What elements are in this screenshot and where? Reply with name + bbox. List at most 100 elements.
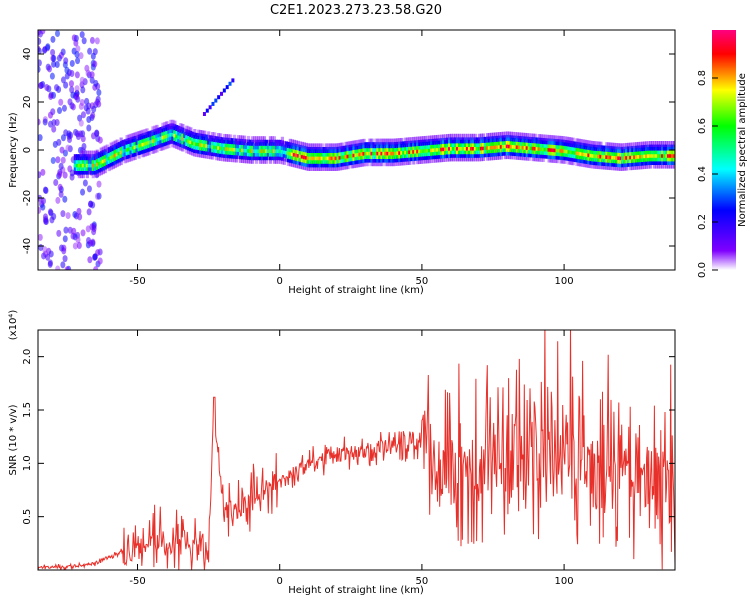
heatmap-cell: [76, 241, 82, 249]
heatmap-cell: [89, 76, 95, 84]
heatmap-cell: [344, 156, 348, 163]
heatmap-cell: [527, 144, 531, 151]
heatmap-cell: [362, 160, 366, 167]
heatmap-cell: [121, 140, 125, 147]
heatmap-cell: [426, 157, 430, 164]
heatmap-cell: [601, 149, 605, 156]
heatmap-cell: [467, 155, 472, 162]
heatmap-cell: [55, 30, 61, 37]
heatmap-cell: [670, 159, 675, 165]
heatmap-cell: [579, 149, 583, 156]
heatmap-cell: [635, 160, 639, 167]
heatmap-cell: [599, 145, 603, 152]
heatmap-cell: [426, 139, 430, 146]
heatmap-cell: [103, 152, 107, 159]
heatmap-cell: [254, 147, 259, 153]
heatmap-cell: [461, 141, 466, 147]
heatmap-cell: [410, 137, 414, 144]
heatmap-cell: [489, 154, 494, 161]
heatmap-cell: [250, 154, 255, 161]
heatmap-cell: [449, 141, 454, 147]
heatmap-cell: [517, 146, 521, 153]
snr-xlabel: Height of straight line (km): [288, 585, 424, 596]
heatmap-cell: [485, 133, 490, 140]
heatmap-cell: [125, 135, 129, 142]
heatmap-cell: [117, 160, 121, 167]
heatmap-cell: [497, 146, 501, 153]
heatmap-cell: [507, 142, 511, 149]
heatmap-cell: [242, 146, 247, 153]
heatmap-cell: [318, 161, 322, 168]
heatmap-cell: [47, 120, 53, 128]
heatmap-cell: [326, 161, 330, 168]
heatmap-cell: [521, 154, 525, 161]
heatmap-cell: [119, 159, 123, 166]
heatmap-cell: [145, 142, 149, 149]
heatmap-cell: [260, 136, 265, 143]
heatmap-cell: [438, 152, 442, 159]
heatmap-cell: [619, 157, 623, 164]
heatmap-cell: [97, 170, 101, 177]
heatmap-cell: [115, 139, 119, 146]
heatmap-cell: [47, 260, 53, 268]
heatmap-cell: [225, 137, 229, 144]
heatmap-cell: [75, 236, 81, 244]
heatmap-cell: [135, 146, 139, 153]
heatmap-cell: [631, 142, 635, 149]
heatmap-cell: [87, 168, 91, 175]
heatmap-cell: [551, 142, 555, 149]
heatmap-cell: [73, 168, 77, 175]
heatmap-cell: [171, 119, 175, 126]
heatmap-cell: [410, 144, 414, 151]
heatmap-cell: [223, 155, 227, 162]
heatmap-cell: [547, 134, 551, 141]
heatmap-cell: [513, 132, 517, 139]
heatmap-cell: [631, 146, 635, 153]
heatmap-cell: [220, 91, 223, 96]
heatmap-cell: [553, 139, 557, 146]
heatmap-cell: [127, 145, 131, 152]
heatmap-cell: [250, 157, 255, 164]
heatmap-cell: [338, 157, 342, 164]
heatmap-cell: [569, 137, 573, 144]
heatmap-cell: [302, 153, 306, 160]
heatmap-cell: [434, 138, 438, 145]
heatmap-cell: [306, 143, 310, 150]
heatmap-cell: [101, 160, 105, 167]
heatmap-cell: [647, 144, 651, 151]
heatmap-cell: [597, 145, 601, 152]
heatmap-cell: [483, 151, 488, 158]
heatmap-cell: [298, 152, 302, 159]
heatmap-cell: [276, 154, 281, 161]
heatmap-cell: [569, 140, 573, 147]
heatmap-cell: [471, 148, 476, 155]
heatmap-cell: [384, 142, 388, 149]
heatmap-cell: [499, 146, 503, 153]
heatmap-cell: [535, 137, 539, 144]
heatmap-cell: [163, 136, 167, 143]
heatmap-cell: [187, 130, 191, 137]
heatmap-cell: [621, 157, 625, 164]
heatmap-cell: [603, 149, 607, 156]
heatmap-cell: [272, 150, 277, 157]
heatmap-cell: [229, 138, 233, 145]
heatmap-cell: [308, 150, 312, 157]
heatmap-cell: [274, 154, 279, 161]
heatmap-cell: [155, 132, 159, 139]
heatmap-cell: [448, 151, 452, 158]
heatmap-cell: [501, 142, 505, 149]
heatmap-cell: [169, 134, 173, 141]
heatmap-cell: [201, 137, 205, 144]
heatmap-cell: [38, 233, 43, 241]
heatmap-cell: [231, 156, 235, 163]
heatmap-cell: [420, 143, 424, 150]
heatmap-cell: [611, 146, 615, 153]
heatmap-cell: [537, 134, 541, 141]
heatmap-cell: [561, 154, 565, 161]
heatmap-cell: [539, 137, 543, 144]
heatmap-cell: [372, 153, 376, 159]
heatmap-cell: [513, 153, 517, 160]
heatmap-cell: [422, 150, 426, 157]
heatmap-cell: [661, 148, 665, 155]
heatmap-cell: [567, 136, 571, 143]
